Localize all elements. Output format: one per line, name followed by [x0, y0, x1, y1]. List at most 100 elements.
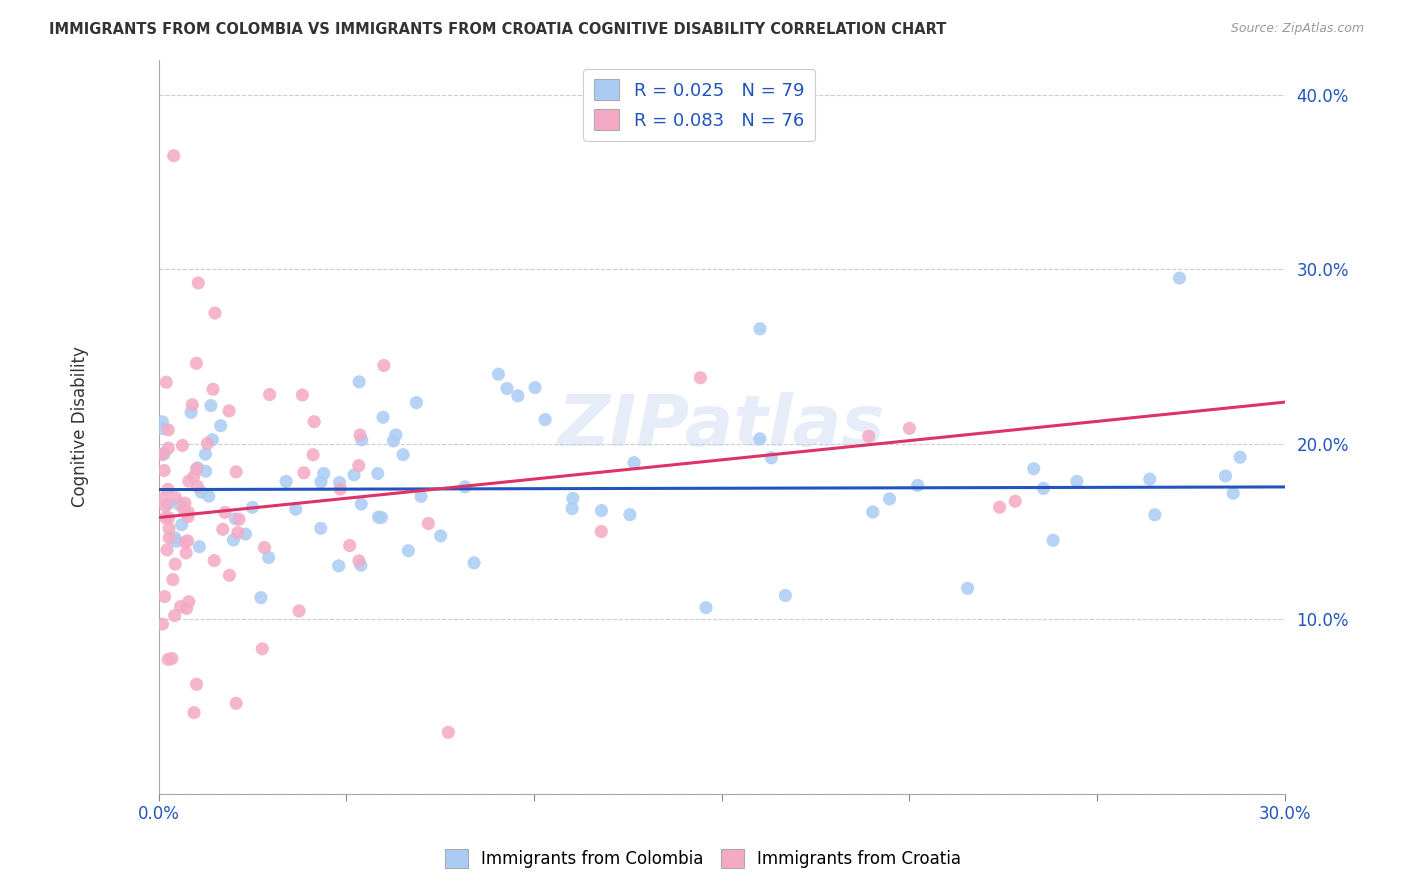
Point: [204, 306, 226, 320]
Point: [284, 502, 307, 516]
Point: [214, 505, 236, 519]
Point: [292, 466, 315, 480]
Point: [152, 446, 174, 460]
Text: Source: ZipAtlas.com: Source: ZipAtlas.com: [1230, 22, 1364, 36]
Point: [174, 546, 197, 560]
Point: [177, 509, 200, 524]
Point: [224, 512, 246, 526]
Point: [418, 516, 440, 531]
Point: [157, 652, 180, 666]
Point: [250, 591, 273, 605]
Point: [225, 697, 247, 711]
Point: [176, 601, 198, 615]
Point: [186, 462, 208, 476]
Point: [350, 433, 373, 447]
Point: [174, 535, 197, 549]
Point: [619, 508, 641, 522]
Point: [211, 522, 233, 536]
Point: [163, 149, 186, 163]
Point: [194, 447, 217, 461]
Point: [155, 499, 177, 513]
Point: [177, 505, 200, 519]
Point: [591, 524, 613, 539]
Point: [152, 448, 174, 462]
Point: [197, 489, 219, 503]
Point: [309, 475, 332, 489]
Point: [155, 375, 177, 389]
Point: [165, 534, 187, 549]
Point: [174, 496, 197, 510]
Point: [226, 525, 249, 540]
Point: [165, 557, 187, 571]
Point: [188, 540, 211, 554]
Point: [225, 465, 247, 479]
Point: [209, 418, 232, 433]
Point: [180, 405, 202, 419]
Point: [187, 461, 209, 475]
Point: [328, 475, 350, 490]
Point: [152, 415, 174, 429]
Point: [181, 398, 204, 412]
Point: [761, 450, 783, 465]
Point: [172, 438, 194, 452]
Point: [157, 510, 180, 524]
Point: [291, 388, 314, 402]
Point: [312, 467, 335, 481]
Point: [186, 677, 208, 691]
Point: [347, 375, 370, 389]
Point: [157, 521, 180, 535]
Point: [170, 517, 193, 532]
Point: [748, 432, 770, 446]
Point: [195, 436, 218, 450]
Point: [194, 464, 217, 478]
Point: [367, 467, 389, 481]
Point: [163, 608, 186, 623]
Point: [169, 498, 191, 512]
Point: [157, 531, 180, 545]
Point: [201, 433, 224, 447]
Point: [1215, 469, 1237, 483]
Point: [259, 387, 281, 401]
Point: [309, 521, 332, 535]
Point: [152, 422, 174, 436]
Point: [156, 483, 179, 497]
Point: [486, 367, 509, 381]
Point: [382, 434, 405, 448]
Point: [165, 491, 187, 505]
Point: [152, 617, 174, 632]
Point: [373, 359, 395, 373]
Point: [775, 589, 797, 603]
Point: [152, 491, 174, 506]
Point: [385, 427, 408, 442]
Point: [1139, 472, 1161, 486]
Point: [879, 491, 901, 506]
Point: [160, 651, 183, 665]
Point: [288, 604, 311, 618]
Legend: R = 0.025   N = 79, R = 0.083   N = 76: R = 0.025 N = 79, R = 0.083 N = 76: [583, 69, 815, 141]
Point: [561, 501, 583, 516]
Point: [177, 474, 200, 488]
Point: [1229, 450, 1251, 465]
Point: [153, 590, 176, 604]
Point: [409, 489, 432, 503]
Point: [988, 500, 1011, 515]
Point: [252, 641, 274, 656]
Point: [534, 412, 557, 426]
Point: [302, 415, 325, 429]
Point: [907, 478, 929, 492]
Point: [222, 533, 245, 547]
Point: [623, 456, 645, 470]
Legend: Immigrants from Colombia, Immigrants from Croatia: Immigrants from Colombia, Immigrants fro…: [439, 842, 967, 875]
Point: [200, 399, 222, 413]
Point: [350, 558, 373, 573]
Point: [183, 470, 205, 484]
Point: [496, 382, 519, 396]
Point: [187, 276, 209, 290]
Point: [405, 395, 427, 409]
Point: [371, 410, 394, 425]
Point: [257, 550, 280, 565]
Text: IMMIGRANTS FROM COLOMBIA VS IMMIGRANTS FROM CROATIA COGNITIVE DISABILITY CORRELA: IMMIGRANTS FROM COLOMBIA VS IMMIGRANTS F…: [49, 22, 946, 37]
Point: [302, 448, 325, 462]
Point: [392, 448, 415, 462]
Point: [157, 497, 180, 511]
